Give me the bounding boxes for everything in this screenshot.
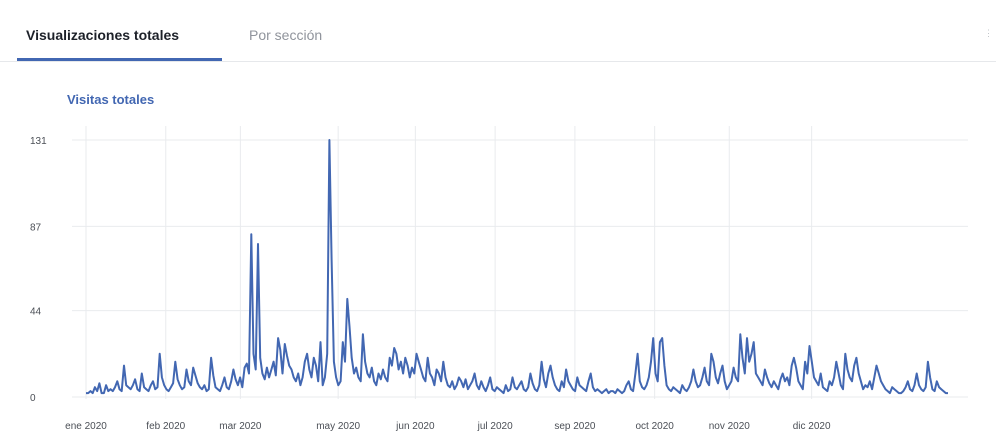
series-line (86, 139, 948, 395)
y-tick-label: 0 (30, 393, 36, 404)
grid (72, 126, 968, 399)
active-tab-indicator (17, 58, 222, 61)
series-layer (86, 139, 948, 395)
x-tick-label: jun 2020 (395, 421, 435, 432)
x-tick-label: nov 2020 (709, 421, 751, 432)
x-axis-ticks: ene 2020 feb 2020 mar 2020 may 2020 jun 2020… (65, 421, 831, 432)
x-tick-label: oct 2020 (635, 421, 674, 432)
more-icon[interactable]: ⋮ (984, 28, 993, 38)
chart-title: Visitas totales (67, 92, 155, 107)
x-tick-label: sep 2020 (554, 421, 596, 432)
tab-bar: Visualizaciones totales Por sección ⋮ (0, 0, 996, 62)
y-axis-ticks: 0 44 87 131 (30, 136, 47, 404)
tab-by-section[interactable]: Por sección (249, 27, 323, 43)
x-tick-label: ene 2020 (65, 421, 107, 432)
x-tick-label: may 2020 (316, 421, 360, 432)
x-tick-label: jul 2020 (477, 421, 513, 432)
y-tick-label: 87 (30, 222, 42, 233)
tab-total-views[interactable]: Visualizaciones totales (26, 27, 180, 43)
x-tick-label: mar 2020 (219, 421, 262, 432)
y-tick-label: 131 (30, 136, 47, 147)
line-chart: 0 44 87 131 ene 2020 feb 2020 mar 2020 may 202… (30, 126, 968, 432)
y-tick-label: 44 (30, 307, 42, 318)
x-tick-label: feb 2020 (146, 421, 185, 432)
x-tick-label: dic 2020 (793, 421, 831, 432)
